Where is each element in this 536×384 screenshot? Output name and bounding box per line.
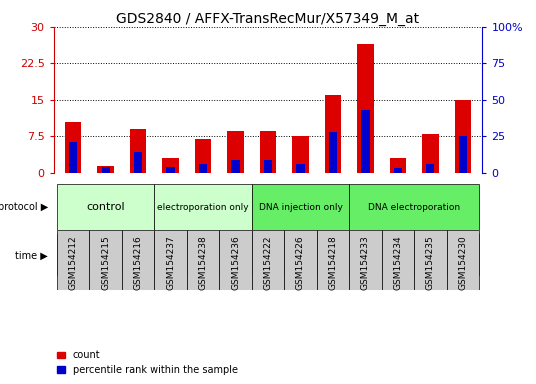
FancyBboxPatch shape [349, 184, 479, 230]
Bar [264, 160, 272, 173]
Bar [134, 152, 142, 173]
FancyBboxPatch shape [219, 230, 252, 290]
Text: 48 h: 48 h [192, 250, 214, 260]
Bar [358, 44, 374, 173]
FancyBboxPatch shape [349, 234, 414, 276]
FancyBboxPatch shape [252, 234, 284, 276]
Text: GSM154215: GSM154215 [101, 235, 110, 290]
Bar [459, 136, 467, 173]
Bar [98, 166, 114, 173]
Text: GSM154235: GSM154235 [426, 235, 435, 290]
Text: 3 wk: 3 wk [322, 250, 345, 260]
FancyBboxPatch shape [57, 234, 154, 276]
Text: GSM154216: GSM154216 [133, 235, 143, 290]
Bar [426, 164, 435, 173]
Text: GSM154233: GSM154233 [361, 235, 370, 290]
Text: 48 h: 48 h [420, 250, 441, 260]
FancyBboxPatch shape [446, 234, 479, 276]
FancyBboxPatch shape [187, 234, 219, 276]
Bar [195, 139, 211, 173]
FancyBboxPatch shape [154, 230, 187, 290]
Bar [101, 167, 110, 173]
FancyBboxPatch shape [446, 230, 479, 290]
Bar [130, 129, 146, 173]
FancyBboxPatch shape [414, 234, 446, 276]
Text: GSM154236: GSM154236 [231, 235, 240, 290]
Bar [361, 110, 369, 173]
FancyBboxPatch shape [414, 230, 446, 290]
Text: GSM154234: GSM154234 [393, 235, 403, 290]
Text: GSM154230: GSM154230 [458, 235, 467, 290]
FancyBboxPatch shape [284, 234, 317, 276]
Bar [232, 160, 240, 173]
Text: GSM154237: GSM154237 [166, 235, 175, 290]
Bar [199, 164, 207, 173]
FancyBboxPatch shape [382, 230, 414, 290]
FancyBboxPatch shape [252, 230, 284, 290]
FancyBboxPatch shape [284, 230, 317, 290]
Bar [325, 95, 341, 173]
Text: DNA injection only: DNA injection only [258, 203, 343, 212]
Text: GSM154222: GSM154222 [264, 235, 272, 290]
FancyBboxPatch shape [57, 184, 154, 230]
Text: 3 wk: 3 wk [224, 250, 247, 260]
FancyBboxPatch shape [252, 184, 349, 230]
FancyBboxPatch shape [349, 230, 382, 290]
Text: GSM154218: GSM154218 [329, 235, 338, 290]
Text: protocol ▶: protocol ▶ [0, 202, 48, 212]
Text: control: control [86, 202, 125, 212]
Bar [65, 122, 81, 173]
FancyBboxPatch shape [90, 230, 122, 290]
Text: 4 h: 4 h [260, 250, 276, 260]
FancyBboxPatch shape [154, 184, 252, 230]
Bar [455, 100, 471, 173]
Text: GSM154212: GSM154212 [69, 235, 78, 290]
Bar [292, 136, 309, 173]
FancyBboxPatch shape [122, 230, 154, 290]
Text: 3 wk: 3 wk [451, 250, 474, 260]
Text: electroporation only: electroporation only [157, 203, 249, 212]
Bar [162, 158, 178, 173]
Bar [329, 132, 337, 173]
Text: time ▶: time ▶ [16, 250, 48, 260]
Text: 4 h: 4 h [374, 250, 390, 260]
FancyBboxPatch shape [219, 234, 252, 276]
Bar [296, 164, 304, 173]
Bar [260, 131, 276, 173]
FancyBboxPatch shape [317, 234, 349, 276]
Bar [227, 131, 244, 173]
Bar [390, 158, 406, 173]
FancyBboxPatch shape [154, 234, 187, 276]
Text: GDS2840 / AFFX-TransRecMur/X57349_M_at: GDS2840 / AFFX-TransRecMur/X57349_M_at [116, 12, 420, 25]
Bar [422, 134, 438, 173]
Text: GSM154226: GSM154226 [296, 235, 305, 290]
Text: 48 h: 48 h [289, 250, 311, 260]
FancyBboxPatch shape [187, 230, 219, 290]
Bar [167, 167, 175, 173]
FancyBboxPatch shape [57, 230, 90, 290]
Text: control: control [88, 250, 122, 260]
Text: 4 h: 4 h [163, 250, 178, 260]
Text: DNA electroporation: DNA electroporation [368, 203, 460, 212]
Legend: count, percentile rank within the sample: count, percentile rank within the sample [53, 346, 241, 379]
Bar [394, 169, 402, 173]
FancyBboxPatch shape [317, 230, 349, 290]
Text: GSM154238: GSM154238 [198, 235, 207, 290]
Bar [69, 142, 77, 173]
